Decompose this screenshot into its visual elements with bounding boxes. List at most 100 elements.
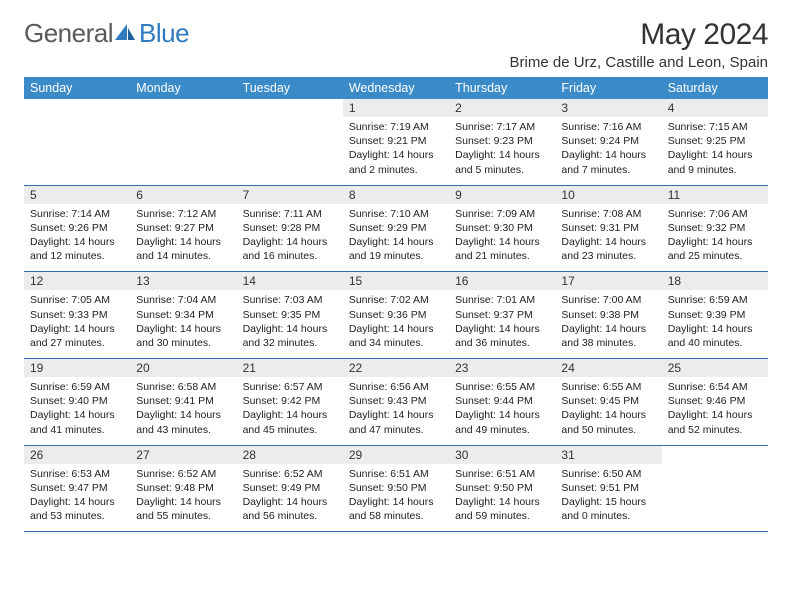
weekday-header: Tuesday bbox=[237, 77, 343, 99]
header: General Blue May 2024 Brime de Urz, Cast… bbox=[24, 18, 768, 71]
day-content: Sunrise: 6:57 AMSunset: 9:42 PMDaylight:… bbox=[237, 377, 343, 445]
day-number: 10 bbox=[555, 186, 661, 204]
day-content: Sunrise: 7:03 AMSunset: 9:35 PMDaylight:… bbox=[237, 290, 343, 358]
brand-text-blue: Blue bbox=[139, 18, 189, 49]
calendar-cell: 31Sunrise: 6:50 AMSunset: 9:51 PMDayligh… bbox=[555, 445, 661, 532]
day-number: 9 bbox=[449, 186, 555, 204]
calendar-cell: 18Sunrise: 6:59 AMSunset: 9:39 PMDayligh… bbox=[662, 272, 768, 359]
calendar-cell: 28Sunrise: 6:52 AMSunset: 9:49 PMDayligh… bbox=[237, 445, 343, 532]
calendar-cell: 12Sunrise: 7:05 AMSunset: 9:33 PMDayligh… bbox=[24, 272, 130, 359]
calendar-cell: 27Sunrise: 6:52 AMSunset: 9:48 PMDayligh… bbox=[130, 445, 236, 532]
day-content: Sunrise: 7:12 AMSunset: 9:27 PMDaylight:… bbox=[130, 204, 236, 272]
calendar-week-row: 26Sunrise: 6:53 AMSunset: 9:47 PMDayligh… bbox=[24, 445, 768, 532]
brand-text-general: General bbox=[24, 18, 113, 49]
day-content: Sunrise: 7:14 AMSunset: 9:26 PMDaylight:… bbox=[24, 204, 130, 272]
day-content: Sunrise: 6:52 AMSunset: 9:48 PMDaylight:… bbox=[130, 464, 236, 532]
calendar-cell bbox=[237, 99, 343, 185]
day-number: 7 bbox=[237, 186, 343, 204]
day-content: Sunrise: 7:10 AMSunset: 9:29 PMDaylight:… bbox=[343, 204, 449, 272]
day-content: Sunrise: 7:09 AMSunset: 9:30 PMDaylight:… bbox=[449, 204, 555, 272]
day-number: 22 bbox=[343, 359, 449, 377]
weekday-header: Friday bbox=[555, 77, 661, 99]
day-content: Sunrise: 7:05 AMSunset: 9:33 PMDaylight:… bbox=[24, 290, 130, 358]
day-content: Sunrise: 6:50 AMSunset: 9:51 PMDaylight:… bbox=[555, 464, 661, 532]
day-content: Sunrise: 6:55 AMSunset: 9:45 PMDaylight:… bbox=[555, 377, 661, 445]
day-number: 14 bbox=[237, 272, 343, 290]
day-content: Sunrise: 7:15 AMSunset: 9:25 PMDaylight:… bbox=[662, 117, 768, 185]
day-content: Sunrise: 6:55 AMSunset: 9:44 PMDaylight:… bbox=[449, 377, 555, 445]
sail-icon bbox=[113, 22, 137, 47]
calendar-cell: 4Sunrise: 7:15 AMSunset: 9:25 PMDaylight… bbox=[662, 99, 768, 185]
calendar-cell: 10Sunrise: 7:08 AMSunset: 9:31 PMDayligh… bbox=[555, 185, 661, 272]
day-number: 20 bbox=[130, 359, 236, 377]
calendar-week-row: 5Sunrise: 7:14 AMSunset: 9:26 PMDaylight… bbox=[24, 185, 768, 272]
day-number: 12 bbox=[24, 272, 130, 290]
day-number: 24 bbox=[555, 359, 661, 377]
calendar-cell: 24Sunrise: 6:55 AMSunset: 9:45 PMDayligh… bbox=[555, 359, 661, 446]
day-number: 16 bbox=[449, 272, 555, 290]
calendar-cell: 1Sunrise: 7:19 AMSunset: 9:21 PMDaylight… bbox=[343, 99, 449, 185]
calendar-cell: 21Sunrise: 6:57 AMSunset: 9:42 PMDayligh… bbox=[237, 359, 343, 446]
day-number: 23 bbox=[449, 359, 555, 377]
day-content: Sunrise: 7:08 AMSunset: 9:31 PMDaylight:… bbox=[555, 204, 661, 272]
day-number: 25 bbox=[662, 359, 768, 377]
weekday-header: Sunday bbox=[24, 77, 130, 99]
calendar-cell: 30Sunrise: 6:51 AMSunset: 9:50 PMDayligh… bbox=[449, 445, 555, 532]
day-content: Sunrise: 6:58 AMSunset: 9:41 PMDaylight:… bbox=[130, 377, 236, 445]
weekday-header: Wednesday bbox=[343, 77, 449, 99]
day-content: Sunrise: 6:53 AMSunset: 9:47 PMDaylight:… bbox=[24, 464, 130, 532]
day-content: Sunrise: 6:51 AMSunset: 9:50 PMDaylight:… bbox=[449, 464, 555, 532]
day-content: Sunrise: 6:59 AMSunset: 9:39 PMDaylight:… bbox=[662, 290, 768, 358]
day-number: 27 bbox=[130, 446, 236, 464]
day-content: Sunrise: 6:51 AMSunset: 9:50 PMDaylight:… bbox=[343, 464, 449, 532]
day-content: Sunrise: 7:16 AMSunset: 9:24 PMDaylight:… bbox=[555, 117, 661, 185]
calendar-cell bbox=[130, 99, 236, 185]
weekday-header: Thursday bbox=[449, 77, 555, 99]
calendar-cell: 22Sunrise: 6:56 AMSunset: 9:43 PMDayligh… bbox=[343, 359, 449, 446]
calendar-cell: 6Sunrise: 7:12 AMSunset: 9:27 PMDaylight… bbox=[130, 185, 236, 272]
calendar-cell: 2Sunrise: 7:17 AMSunset: 9:23 PMDaylight… bbox=[449, 99, 555, 185]
calendar-cell: 14Sunrise: 7:03 AMSunset: 9:35 PMDayligh… bbox=[237, 272, 343, 359]
weekday-header: Saturday bbox=[662, 77, 768, 99]
day-content: Sunrise: 6:56 AMSunset: 9:43 PMDaylight:… bbox=[343, 377, 449, 445]
day-number: 26 bbox=[24, 446, 130, 464]
calendar-cell: 29Sunrise: 6:51 AMSunset: 9:50 PMDayligh… bbox=[343, 445, 449, 532]
month-title: May 2024 bbox=[510, 18, 768, 52]
day-content: Sunrise: 6:52 AMSunset: 9:49 PMDaylight:… bbox=[237, 464, 343, 532]
day-number: 30 bbox=[449, 446, 555, 464]
calendar-cell: 25Sunrise: 6:54 AMSunset: 9:46 PMDayligh… bbox=[662, 359, 768, 446]
calendar-cell: 15Sunrise: 7:02 AMSunset: 9:36 PMDayligh… bbox=[343, 272, 449, 359]
day-number: 18 bbox=[662, 272, 768, 290]
weekday-header-row: Sunday Monday Tuesday Wednesday Thursday… bbox=[24, 77, 768, 99]
day-number: 8 bbox=[343, 186, 449, 204]
calendar-cell: 3Sunrise: 7:16 AMSunset: 9:24 PMDaylight… bbox=[555, 99, 661, 185]
day-number: 11 bbox=[662, 186, 768, 204]
calendar-cell: 7Sunrise: 7:11 AMSunset: 9:28 PMDaylight… bbox=[237, 185, 343, 272]
day-number: 31 bbox=[555, 446, 661, 464]
day-content: Sunrise: 7:19 AMSunset: 9:21 PMDaylight:… bbox=[343, 117, 449, 185]
weekday-header: Monday bbox=[130, 77, 236, 99]
calendar-table: Sunday Monday Tuesday Wednesday Thursday… bbox=[24, 77, 768, 532]
calendar-cell: 11Sunrise: 7:06 AMSunset: 9:32 PMDayligh… bbox=[662, 185, 768, 272]
calendar-week-row: 1Sunrise: 7:19 AMSunset: 9:21 PMDaylight… bbox=[24, 99, 768, 185]
day-number: 2 bbox=[449, 99, 555, 117]
brand-logo: General Blue bbox=[24, 18, 189, 49]
calendar-cell: 8Sunrise: 7:10 AMSunset: 9:29 PMDaylight… bbox=[343, 185, 449, 272]
day-content: Sunrise: 7:02 AMSunset: 9:36 PMDaylight:… bbox=[343, 290, 449, 358]
calendar-cell: 16Sunrise: 7:01 AMSunset: 9:37 PMDayligh… bbox=[449, 272, 555, 359]
day-number: 6 bbox=[130, 186, 236, 204]
day-content: Sunrise: 7:04 AMSunset: 9:34 PMDaylight:… bbox=[130, 290, 236, 358]
day-number: 19 bbox=[24, 359, 130, 377]
day-number: 15 bbox=[343, 272, 449, 290]
location-text: Brime de Urz, Castille and Leon, Spain bbox=[510, 54, 768, 71]
day-number: 21 bbox=[237, 359, 343, 377]
day-number: 3 bbox=[555, 99, 661, 117]
calendar-body: 1Sunrise: 7:19 AMSunset: 9:21 PMDaylight… bbox=[24, 99, 768, 532]
calendar-cell bbox=[24, 99, 130, 185]
calendar-cell bbox=[662, 445, 768, 532]
day-number: 13 bbox=[130, 272, 236, 290]
day-number: 29 bbox=[343, 446, 449, 464]
calendar-cell: 20Sunrise: 6:58 AMSunset: 9:41 PMDayligh… bbox=[130, 359, 236, 446]
day-content: Sunrise: 7:11 AMSunset: 9:28 PMDaylight:… bbox=[237, 204, 343, 272]
day-content: Sunrise: 7:06 AMSunset: 9:32 PMDaylight:… bbox=[662, 204, 768, 272]
